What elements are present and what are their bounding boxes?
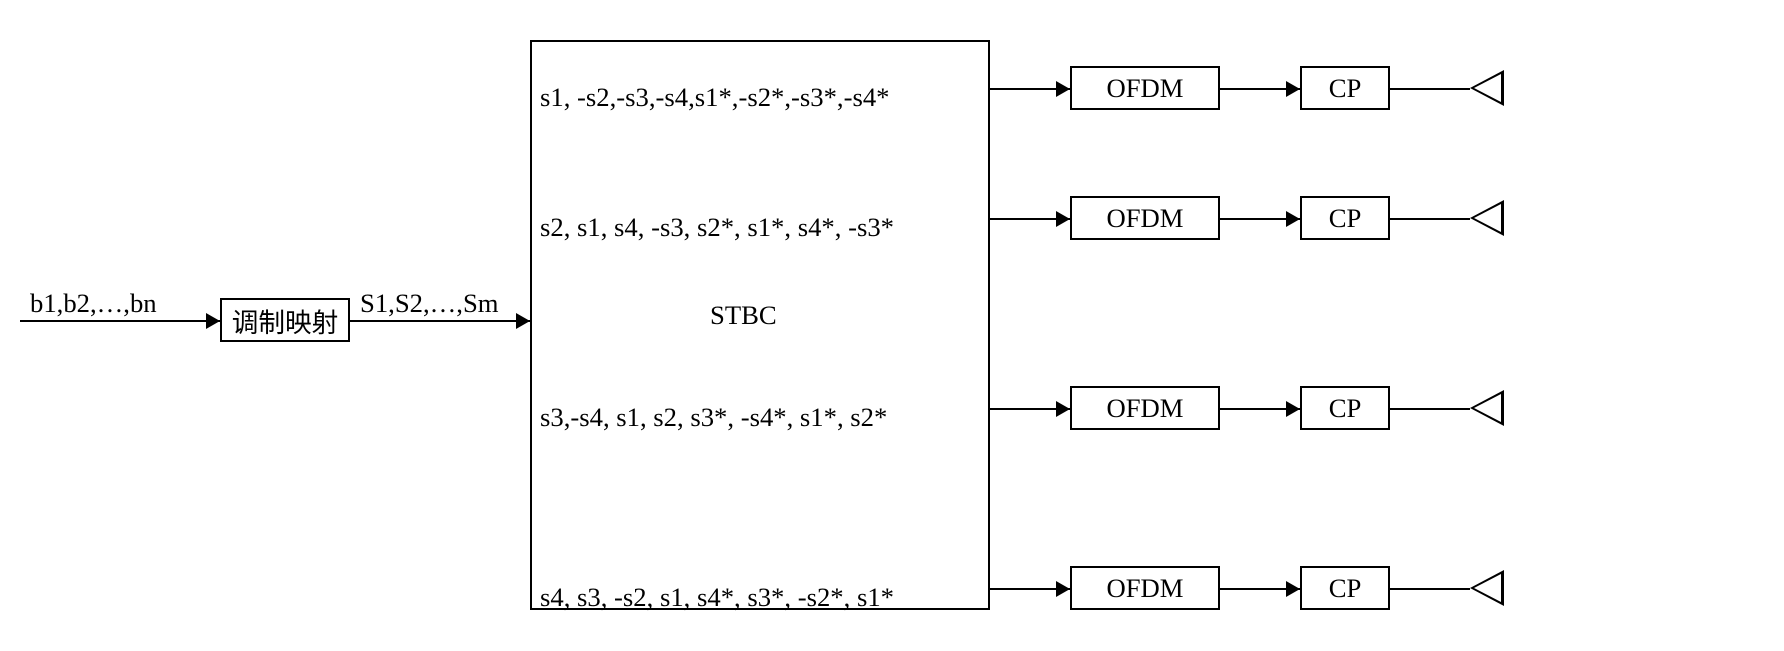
out-arrow2-3 — [1286, 401, 1300, 417]
cp-label-1: CP — [1329, 73, 1362, 104]
stbc-row-2: s2, s1, s4, -s3, s2*, s1*, s4*, -s3* — [540, 212, 980, 243]
cp-label-3: CP — [1329, 393, 1362, 424]
stbc-title: STBC — [710, 300, 777, 331]
stbc-row-4: s4, s3, -s2, s1, s4*, s3*, -s2*, s1* — [540, 582, 980, 613]
ofdm-label-3: OFDM — [1106, 393, 1183, 424]
out-line3-3 — [1390, 408, 1470, 410]
out-line3-4 — [1390, 588, 1470, 590]
input-arrow — [206, 313, 220, 329]
out-line3-1 — [1390, 88, 1470, 90]
ofdm-box-2: OFDM — [1070, 196, 1220, 240]
antenna-icon-3 — [1470, 390, 1504, 426]
ofdm-box-3: OFDM — [1070, 386, 1220, 430]
input-line — [20, 320, 220, 322]
mid-arrow — [516, 313, 530, 329]
ofdm-label-4: OFDM — [1106, 573, 1183, 604]
out-arrow1-4 — [1056, 581, 1070, 597]
out-arrow1-2 — [1056, 211, 1070, 227]
out-arrow1-1 — [1056, 81, 1070, 97]
antenna-icon-1 — [1470, 70, 1504, 106]
ofdm-label-1: OFDM — [1106, 73, 1183, 104]
cp-box-3: CP — [1300, 386, 1390, 430]
cp-label-2: CP — [1329, 203, 1362, 234]
symbol-label: S1,S2,…,Sm — [360, 288, 499, 319]
cp-box-4: CP — [1300, 566, 1390, 610]
out-arrow2-4 — [1286, 581, 1300, 597]
mid-line — [350, 320, 530, 322]
modulation-mapping-label: 调制映射 — [232, 301, 339, 340]
input-label: b1,b2,…,bn — [30, 288, 157, 319]
out-arrow1-3 — [1056, 401, 1070, 417]
stbc-row-3: s3,-s4, s1, s2, s3*, -s4*, s1*, s2* — [540, 402, 980, 433]
antenna-icon-2 — [1470, 200, 1504, 236]
ofdm-label-2: OFDM — [1106, 203, 1183, 234]
out-arrow2-1 — [1286, 81, 1300, 97]
cp-box-2: CP — [1300, 196, 1390, 240]
stbc-row-1: s1, -s2,-s3,-s4,s1*,-s2*,-s3*,-s4* — [540, 82, 980, 113]
out-arrow2-2 — [1286, 211, 1300, 227]
ofdm-box-1: OFDM — [1070, 66, 1220, 110]
cp-label-4: CP — [1329, 573, 1362, 604]
out-line3-2 — [1390, 218, 1470, 220]
cp-box-1: CP — [1300, 66, 1390, 110]
modulation-mapping-box: 调制映射 — [220, 298, 350, 342]
ofdm-box-4: OFDM — [1070, 566, 1220, 610]
antenna-icon-4 — [1470, 570, 1504, 606]
